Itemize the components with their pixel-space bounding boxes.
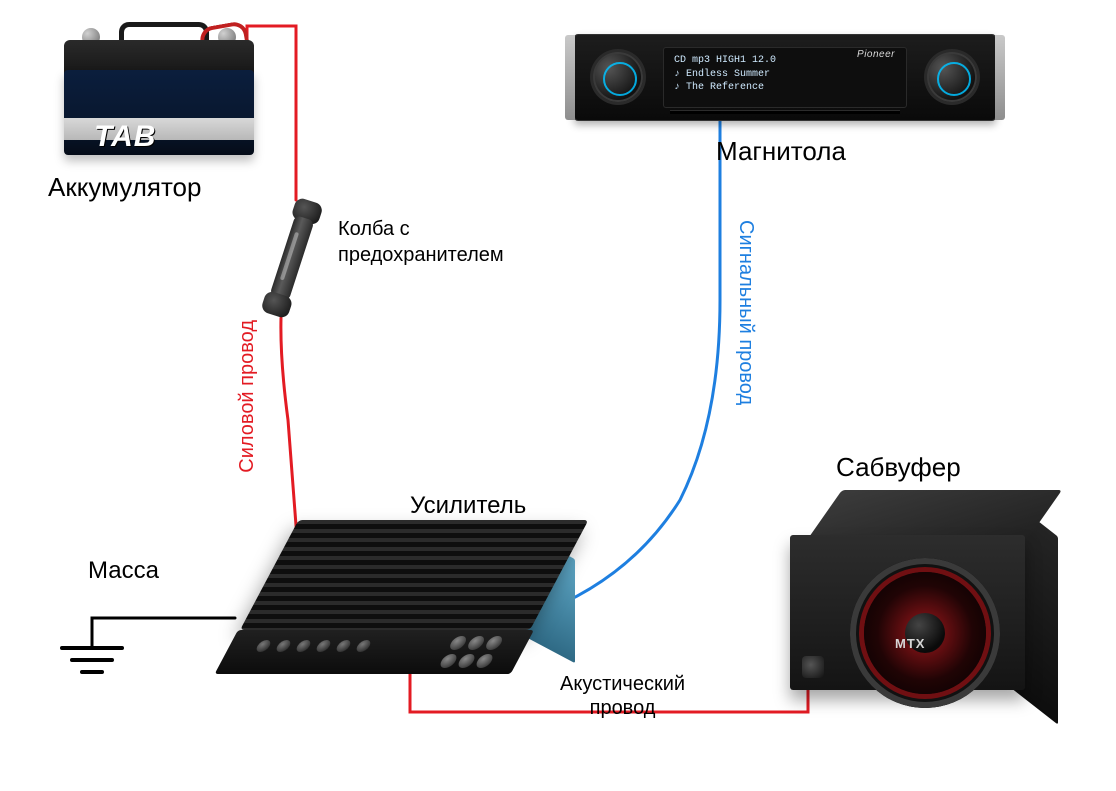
battery: TAB <box>64 40 254 155</box>
display-line3: ♪ The Reference <box>674 81 896 95</box>
fuse-label-line1: Колба с <box>338 218 410 240</box>
fuse-holder <box>260 197 324 320</box>
amp-port <box>254 640 272 652</box>
ground-wire <box>92 618 235 648</box>
display-line2: ♪ Endless Summer <box>674 68 896 82</box>
head-unit-brand: Pioneer <box>857 49 895 60</box>
head-unit-knob-tune <box>927 52 977 102</box>
subwoofer: MTX <box>790 490 1050 690</box>
amplifier <box>240 520 570 670</box>
battery-body <box>64 70 254 155</box>
head-unit-bezel-right <box>995 35 1005 120</box>
battery-handle <box>119 22 209 41</box>
subwoofer-label: Сабвуфер <box>836 452 961 483</box>
sub-brand: MTX <box>895 636 925 651</box>
amp-port <box>274 640 292 652</box>
amp-port <box>314 640 332 652</box>
amp-heatsink <box>240 520 588 630</box>
rca-jack <box>483 636 504 650</box>
rca-jack <box>438 654 459 668</box>
head-unit-bezel-left <box>565 35 575 120</box>
speaker-wire-label-l1: Акустический <box>560 673 685 695</box>
amp-rca-inputs <box>438 636 505 668</box>
amp-controls <box>254 640 372 652</box>
amp-port <box>294 640 312 652</box>
rca-jack <box>465 636 486 650</box>
speaker-wire-label: Акустический провод <box>560 672 685 720</box>
signal-wire-label: Сигнальный провод <box>734 220 757 405</box>
amp-front-panel <box>215 630 534 674</box>
rca-jack <box>456 654 477 668</box>
rca-jack <box>447 636 468 650</box>
fuse-tube <box>270 215 315 301</box>
head-unit-knob-volume <box>593 52 643 102</box>
sub-terminal <box>802 656 824 678</box>
ground-symbol <box>62 648 122 672</box>
head-unit: CD mp3 HIGH1 12.0 ♪ Endless Summer ♪ The… <box>574 34 996 121</box>
ground-label: Масса <box>88 557 159 585</box>
battery-label: Аккумулятор <box>48 172 201 203</box>
head-unit-label: Магнитола <box>716 136 846 167</box>
rca-jack <box>474 654 495 668</box>
speaker-wire-label-l2: провод <box>590 697 656 719</box>
diagram-stage: TAB Аккумулятор Колба с предохранителем … <box>0 0 1116 791</box>
head-unit-cd-slot <box>670 110 900 114</box>
amplifier-label: Усилитель <box>410 492 526 520</box>
power-wire <box>247 26 296 200</box>
battery-stripe <box>64 118 254 140</box>
amp-port <box>354 640 372 652</box>
fuse-label: Колба с предохранителем <box>338 216 504 268</box>
battery-brand: TAB <box>94 120 156 154</box>
fuse-label-line2: предохранителем <box>338 244 504 266</box>
power-wire-label: Силовой провод <box>236 320 259 473</box>
amp-port <box>334 640 352 652</box>
